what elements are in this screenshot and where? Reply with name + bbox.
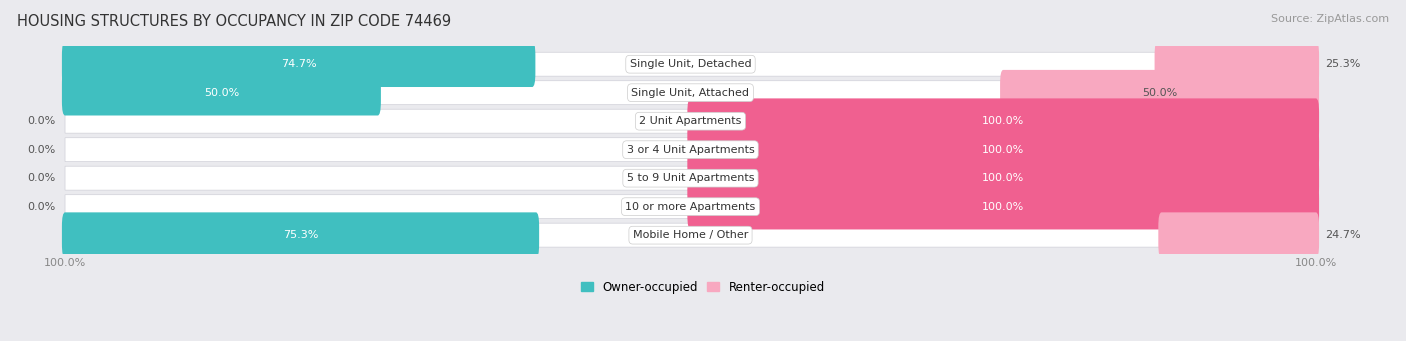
- Text: Single Unit, Attached: Single Unit, Attached: [631, 88, 749, 98]
- FancyBboxPatch shape: [65, 195, 1316, 219]
- Text: 0.0%: 0.0%: [27, 116, 56, 126]
- Text: Source: ZipAtlas.com: Source: ZipAtlas.com: [1271, 14, 1389, 24]
- Text: 100.0%: 100.0%: [983, 173, 1025, 183]
- Text: Single Unit, Detached: Single Unit, Detached: [630, 59, 751, 69]
- Text: 74.7%: 74.7%: [281, 59, 316, 69]
- Text: 100.0%: 100.0%: [983, 116, 1025, 126]
- FancyBboxPatch shape: [1154, 41, 1319, 87]
- Text: 100.0%: 100.0%: [983, 145, 1025, 155]
- FancyBboxPatch shape: [62, 70, 381, 116]
- FancyBboxPatch shape: [65, 166, 1316, 190]
- Text: 5 to 9 Unit Apartments: 5 to 9 Unit Apartments: [627, 173, 754, 183]
- FancyBboxPatch shape: [65, 52, 1316, 76]
- Text: 10 or more Apartments: 10 or more Apartments: [626, 202, 755, 212]
- Text: 25.3%: 25.3%: [1326, 59, 1361, 69]
- FancyBboxPatch shape: [65, 109, 1316, 133]
- FancyBboxPatch shape: [688, 99, 1319, 144]
- FancyBboxPatch shape: [688, 184, 1319, 229]
- Text: 0.0%: 0.0%: [27, 173, 56, 183]
- FancyBboxPatch shape: [688, 127, 1319, 173]
- Text: HOUSING STRUCTURES BY OCCUPANCY IN ZIP CODE 74469: HOUSING STRUCTURES BY OCCUPANCY IN ZIP C…: [17, 14, 451, 29]
- FancyBboxPatch shape: [1159, 212, 1319, 258]
- Text: 75.3%: 75.3%: [283, 230, 318, 240]
- FancyBboxPatch shape: [65, 223, 1316, 247]
- Text: 2 Unit Apartments: 2 Unit Apartments: [640, 116, 742, 126]
- Text: 50.0%: 50.0%: [204, 88, 239, 98]
- Text: 0.0%: 0.0%: [27, 145, 56, 155]
- Text: 100.0%: 100.0%: [983, 202, 1025, 212]
- Text: 3 or 4 Unit Apartments: 3 or 4 Unit Apartments: [627, 145, 755, 155]
- Text: 24.7%: 24.7%: [1326, 230, 1361, 240]
- Legend: Owner-occupied, Renter-occupied: Owner-occupied, Renter-occupied: [581, 281, 825, 294]
- FancyBboxPatch shape: [688, 155, 1319, 201]
- FancyBboxPatch shape: [65, 81, 1316, 105]
- Text: Mobile Home / Other: Mobile Home / Other: [633, 230, 748, 240]
- FancyBboxPatch shape: [62, 212, 538, 258]
- FancyBboxPatch shape: [1000, 70, 1319, 116]
- Text: 0.0%: 0.0%: [27, 202, 56, 212]
- FancyBboxPatch shape: [62, 41, 536, 87]
- FancyBboxPatch shape: [65, 138, 1316, 162]
- Text: 50.0%: 50.0%: [1142, 88, 1177, 98]
